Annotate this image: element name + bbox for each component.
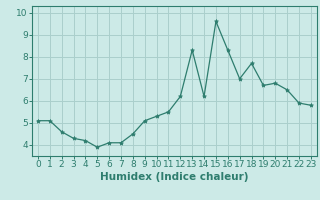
X-axis label: Humidex (Indice chaleur): Humidex (Indice chaleur) [100,172,249,182]
